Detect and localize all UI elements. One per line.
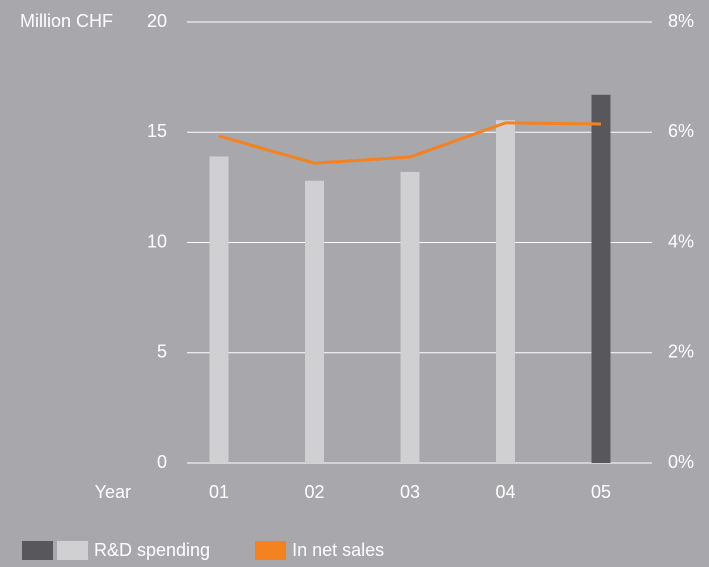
- bar: [400, 171, 420, 463]
- y2-tick-label: 0%: [668, 452, 694, 472]
- legend-label: R&D spending: [94, 540, 210, 560]
- y-tick-label: 10: [147, 231, 167, 251]
- x-tick-label: 01: [209, 482, 229, 502]
- line: [218, 121, 602, 165]
- x-tick-label: 03: [400, 482, 420, 502]
- y-axis-label: Million CHF: [20, 11, 113, 31]
- y-tick-label: 15: [147, 121, 167, 141]
- bar: [496, 120, 515, 463]
- x-tick-label: 04: [495, 482, 515, 502]
- legend-swatch: [22, 541, 53, 560]
- legend-label: In net sales: [292, 540, 384, 560]
- y-tick-label: 20: [147, 11, 167, 31]
- bar: [591, 94, 611, 463]
- legend-swatch: [255, 541, 287, 560]
- y2-tick-label: 6%: [668, 121, 694, 141]
- y2-tick-label: 8%: [668, 11, 694, 31]
- y-tick-label: 0: [157, 452, 167, 472]
- y2-tick-label: 4%: [668, 231, 694, 251]
- y-tick-label: 5: [157, 342, 167, 362]
- y2-tick-label: 2%: [668, 342, 694, 362]
- x-axis-label: Year: [95, 482, 131, 502]
- x-tick-label: 02: [304, 482, 324, 502]
- x-tick-label: 05: [591, 482, 611, 502]
- legend-swatch: [57, 541, 88, 560]
- bar: [305, 180, 324, 463]
- bar: [209, 156, 229, 463]
